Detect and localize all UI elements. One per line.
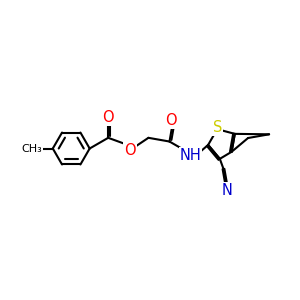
Text: S: S [212, 121, 222, 136]
Text: O: O [124, 143, 136, 158]
Text: CH₃: CH₃ [22, 143, 42, 154]
Text: N: N [221, 183, 232, 198]
Text: O: O [165, 113, 177, 128]
Text: O: O [102, 110, 114, 124]
Text: NH: NH [179, 148, 201, 163]
